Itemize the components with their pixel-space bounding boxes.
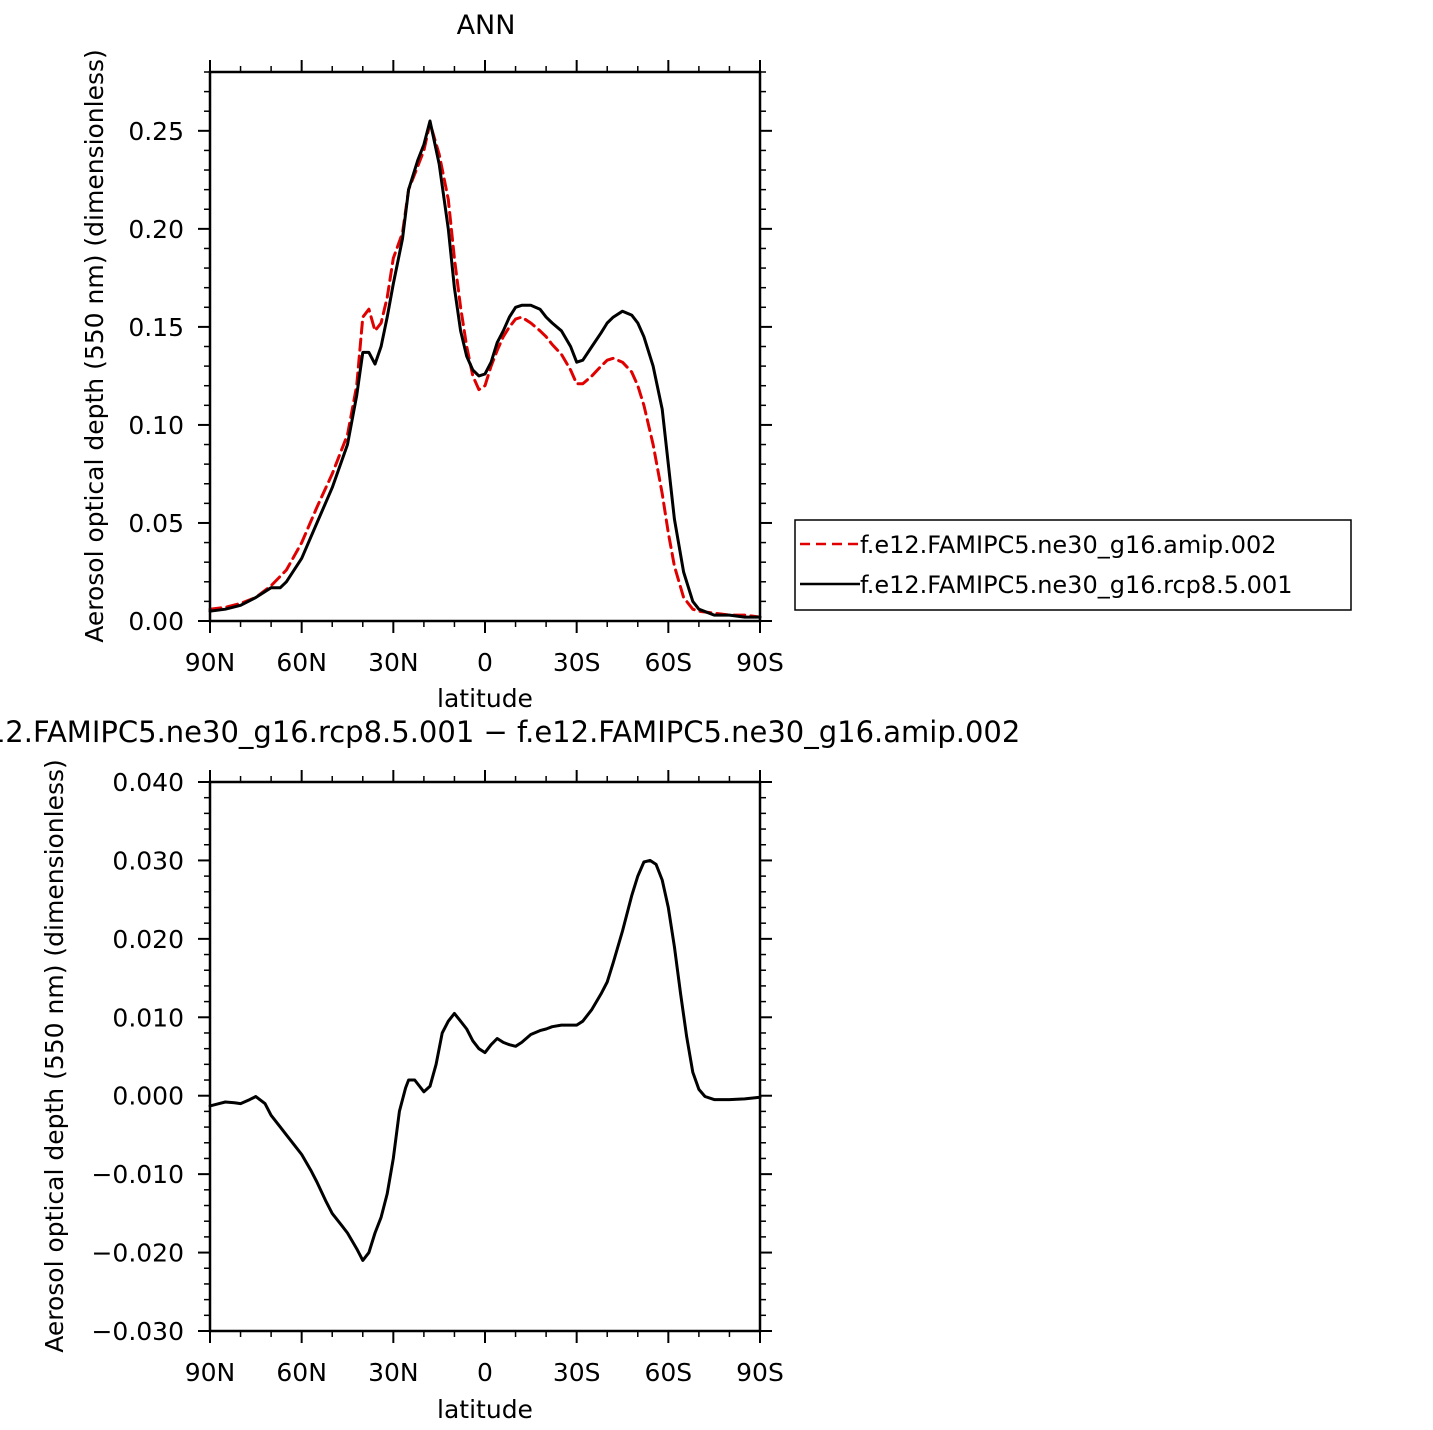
top-x-tick-label: 0	[477, 648, 493, 677]
legend-box	[794, 519, 1352, 611]
top-x-ticks: 90N 60N 30N 0 30S 60S 90S	[185, 60, 784, 677]
bottom-series-layer	[208, 858, 762, 1262]
bottom-x-ticks: 90N 60N 30N 0 30S 60S 90S	[185, 770, 784, 1387]
top-y-tick-label: 0.15	[128, 313, 184, 342]
bottom-y-tick-label: 0.010	[112, 1003, 184, 1032]
bottom-x-tick-label: 60N	[276, 1358, 327, 1387]
bottom-series-line-0	[208, 858, 762, 1262]
bottom-x-tick-label: 30S	[553, 1358, 601, 1387]
top-y-tick-label: 0.10	[128, 411, 184, 440]
top-series-layer	[208, 119, 762, 619]
top-x-tick-label: 30S	[553, 648, 601, 677]
top-x-tick-label: 60S	[644, 648, 692, 677]
bottom-y-tick-label: 0.000	[112, 1082, 184, 1111]
bottom-x-tick-label: 90N	[185, 1358, 236, 1387]
top-x-tick-label: 90S	[736, 648, 784, 677]
bottom-x-tick-label: 90S	[736, 1358, 784, 1387]
bottom-y-tick-label: 0.030	[112, 846, 184, 875]
top-series-line-0	[208, 121, 762, 619]
top-y-tick-label: 0.20	[128, 215, 184, 244]
top-series-line-1	[208, 119, 762, 619]
bottom-y-tick-label: −0.010	[91, 1160, 184, 1189]
legend-label-rcp: f.e12.FAMIPC5.ne30_g16.rcp8.5.001	[860, 571, 1293, 599]
bottom-chart-title: f.e12.FAMIPC5.ne30_g16.rcp8.5.001 − f.e1…	[0, 715, 1020, 749]
top-y-tick-label: 0.25	[128, 117, 184, 146]
bottom-x-tick-label: 0	[477, 1358, 493, 1387]
top-x-tick-label: 90N	[185, 648, 236, 677]
bottom-y-tick-label: −0.020	[91, 1239, 184, 1268]
top-chart-title: ANN	[457, 10, 516, 41]
top-x-axis-label: latitude	[437, 684, 533, 713]
bottom-x-tick-label: 30N	[368, 1358, 419, 1387]
bottom-plot-frame	[208, 780, 762, 1333]
top-panel: ANN 0.00 0.05 0.10 0.15 0.20 0.25 90N 60N 30N 0 3…	[80, 10, 1352, 713]
top-x-tick-label: 30N	[368, 648, 419, 677]
legend: f.e12.FAMIPC5.ne30_g16.amip.002 f.e12.FA…	[794, 519, 1352, 611]
bottom-x-tick-label: 60S	[644, 1358, 692, 1387]
legend-label-amip: f.e12.FAMIPC5.ne30_g16.amip.002	[860, 531, 1277, 559]
bottom-y-axis-label: Aerosol optical depth (550 nm) (dimensio…	[40, 759, 69, 1353]
top-y-tick-label: 0.00	[128, 607, 184, 636]
bottom-y-ticks: −0.030 −0.020 −0.010 0.000 0.010 0.020 0.030 0.…	[91, 768, 772, 1346]
top-x-tick-label: 60N	[276, 648, 327, 677]
bottom-y-tick-label: 0.020	[112, 925, 184, 954]
bottom-y-tick-label: 0.040	[112, 768, 184, 797]
bottom-panel: f.e12.FAMIPC5.ne30_g16.rcp8.5.001 − f.e1…	[0, 715, 1020, 1424]
top-y-ticks: 0.00 0.05 0.10 0.15 0.20 0.25	[128, 71, 772, 636]
top-y-axis-label: Aerosol optical depth (550 nm) (dimensio…	[80, 49, 109, 643]
bottom-x-axis-label: latitude	[437, 1395, 533, 1424]
top-y-tick-label: 0.05	[128, 509, 184, 538]
bottom-y-tick-label: −0.030	[91, 1317, 184, 1346]
